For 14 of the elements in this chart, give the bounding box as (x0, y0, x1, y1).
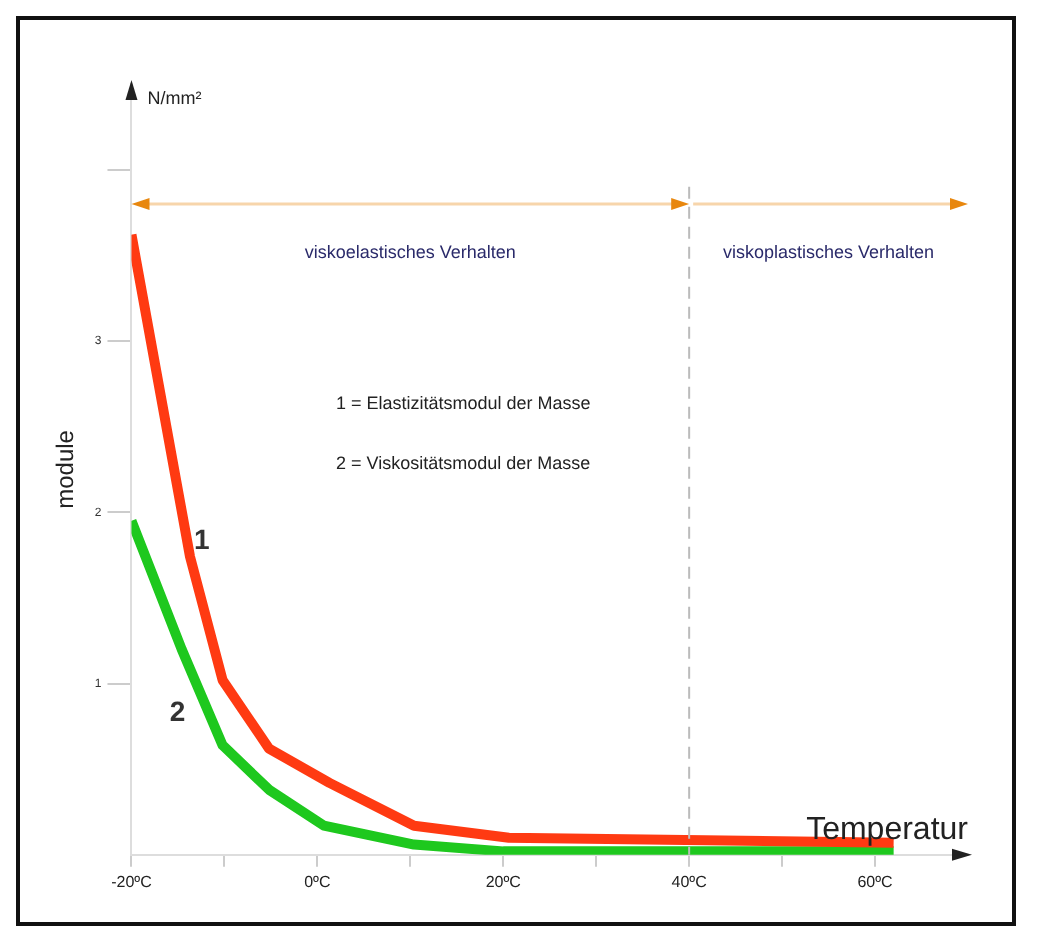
x-axis-title: Temperatur (806, 812, 970, 847)
x-tick-label: 20ºC (485, 872, 522, 891)
annotation: 2 = Viskositätsmodul der Masse (335, 453, 591, 474)
x-tick-label: -20ºC (111, 872, 153, 891)
annotation: viskoplastisches Verhalten (723, 241, 935, 262)
x-tick-label: 0ºC (304, 872, 331, 891)
annotation: N/mm² (147, 88, 202, 108)
annotation: 1 = Elastizitätsmodul der Masse (335, 393, 591, 414)
series-label: 1 (194, 522, 211, 555)
x-tick-label: 40ºC (671, 872, 708, 891)
y-axis-title: module (51, 429, 80, 509)
x-tick-label: 60ºC (857, 872, 894, 891)
annotation: viskoelastisches Verhalten (304, 241, 516, 262)
series-label: 2 (169, 695, 186, 728)
